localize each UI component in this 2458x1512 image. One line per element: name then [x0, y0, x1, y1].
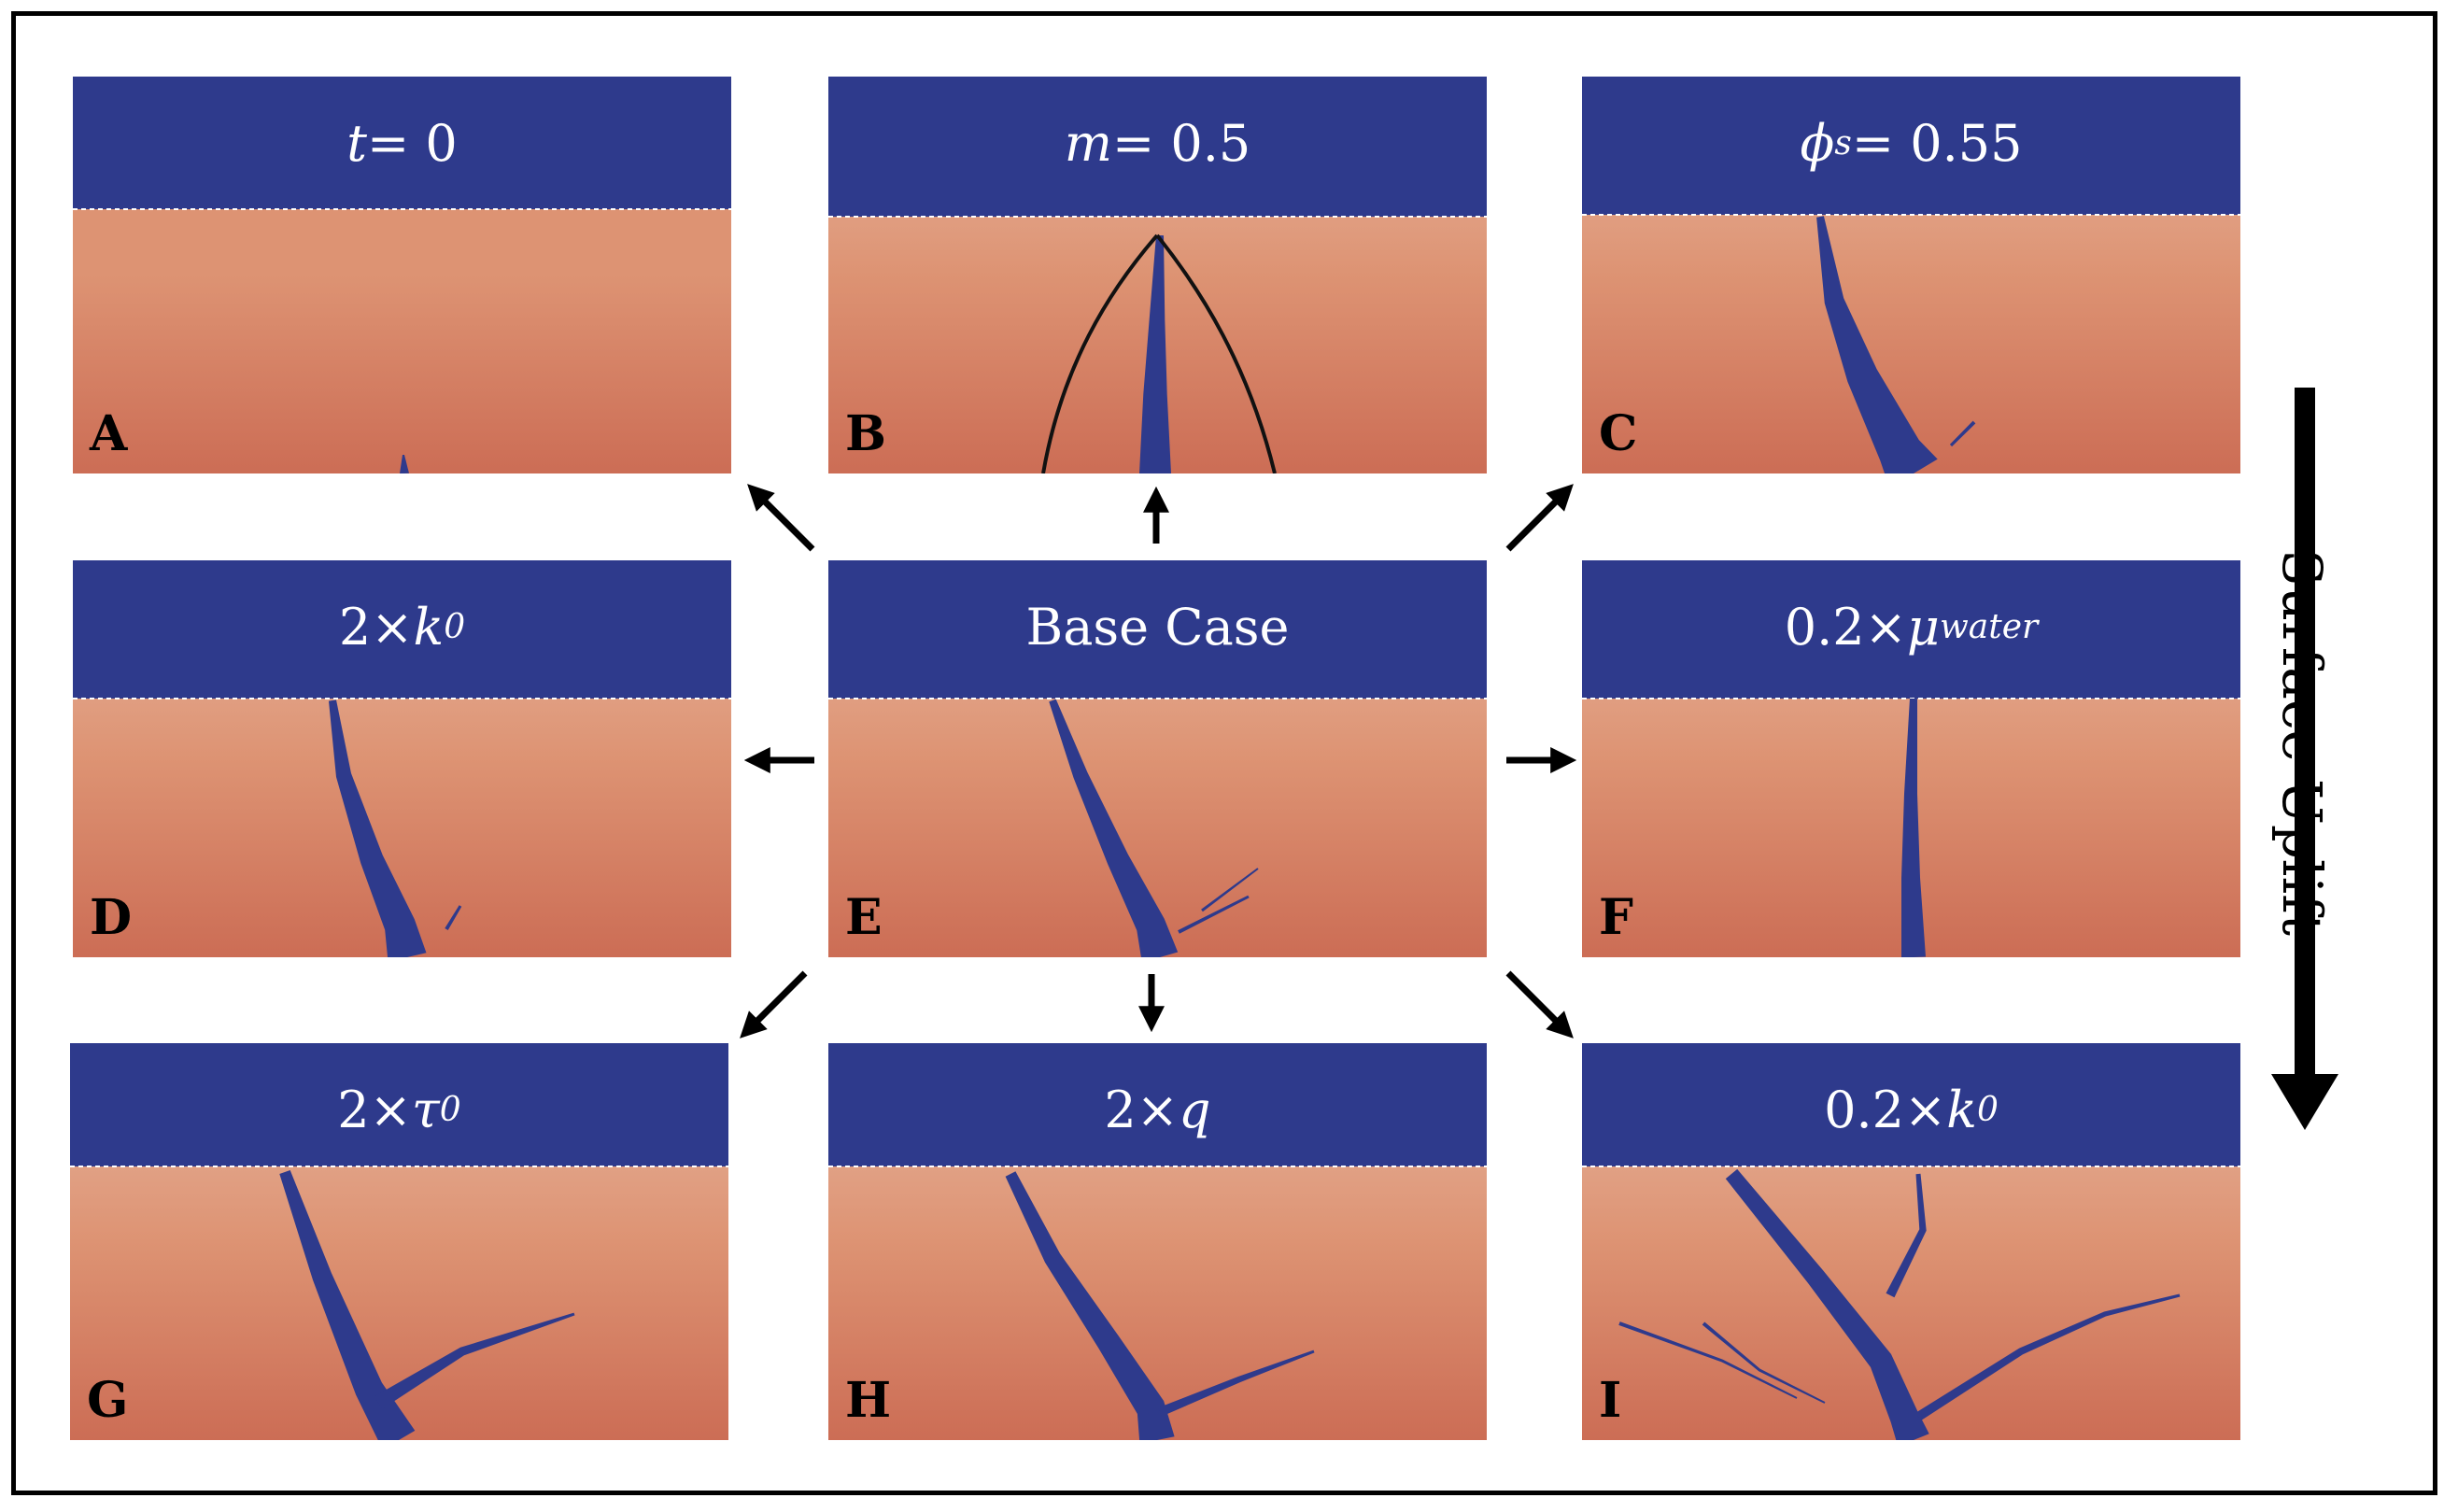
panel-f-image: [1582, 560, 2240, 957]
arrow-to-a: [747, 484, 815, 552]
panel-d-letter: D: [90, 889, 133, 946]
title-part: t: [346, 113, 367, 173]
title-part: Base Case: [1025, 597, 1290, 657]
fluid-layer: [828, 77, 1487, 217]
fluid-channel: [374, 1312, 575, 1409]
fluid-channel: [1816, 216, 1938, 473]
title-part: k: [1946, 1080, 1977, 1139]
panel-d: 2× k 0 D: [73, 560, 731, 957]
title-part: water: [1939, 607, 2039, 646]
fluid-branch: [445, 905, 462, 930]
panel-f-title: 0.2× μ water: [1582, 560, 2240, 693]
fluid-branch: [1949, 420, 1976, 447]
title-part: = 0: [366, 113, 458, 173]
fluid-layer: [828, 1043, 1487, 1166]
title-part: μ: [1906, 597, 1940, 657]
surface-uplift-arrow: [2271, 388, 2338, 1130]
title-part: s: [1834, 123, 1852, 163]
fluid-layer: [1582, 560, 2240, 699]
fluid-branch: [1201, 868, 1259, 912]
panel-a-title: t = 0: [73, 77, 731, 209]
fluid-layer: [73, 77, 731, 209]
fluid-channel: [1725, 1168, 1929, 1440]
title-part: 0: [1976, 1090, 1999, 1129]
fluid-channel: [1158, 1349, 1315, 1417]
fluid-channel: [1049, 699, 1179, 957]
title-part: 2×: [1104, 1080, 1180, 1139]
panel-a: t = 0 A: [73, 77, 731, 473]
fluid-layer: [70, 1043, 728, 1166]
panel-i-letter: I: [1599, 1372, 1622, 1429]
title-part: q: [1179, 1080, 1211, 1139]
panel-c-image: [1582, 77, 2240, 473]
panel-c-letter: C: [1599, 405, 1638, 462]
panel-b-image: [828, 77, 1487, 473]
panel-i-image: [1582, 1043, 2240, 1440]
front-line-right: [1155, 233, 1277, 473]
panel-e-title: Base Case: [828, 560, 1487, 693]
fluid-channel: [329, 699, 427, 957]
surface-uplift-label: Surface Uplift: [2270, 549, 2334, 936]
fluid-layer: [1582, 1043, 2240, 1166]
title-part: 0.2×: [1784, 597, 1907, 657]
arrow-to-i: [1505, 970, 1574, 1039]
front-line-left: [1041, 233, 1159, 473]
panel-g: 2× τ 0 G: [70, 1043, 728, 1440]
title-part: = 0.55: [1851, 113, 2023, 173]
panel-f-letter: F: [1599, 889, 1633, 946]
fluid-layer: [1582, 77, 2240, 215]
fluid-layer: [73, 560, 731, 699]
panel-g-letter: G: [87, 1372, 129, 1429]
panel-e-letter: E: [845, 889, 883, 946]
panel-e-image: [828, 560, 1487, 957]
title-part: ϕ: [1800, 113, 1835, 173]
fluid-channel: [400, 455, 409, 473]
panel-f: 0.2× μ water F: [1582, 560, 2240, 957]
arrow-to-g: [740, 970, 808, 1039]
fluid-channel: [279, 1170, 416, 1440]
title-part: 0: [444, 607, 466, 646]
panel-h-title: 2× q: [828, 1043, 1487, 1176]
title-part: 2×: [338, 597, 414, 657]
panel-g-image: [70, 1043, 728, 1440]
title-part: 0.2×: [1824, 1080, 1947, 1139]
fluid-branch: [1618, 1321, 1798, 1399]
panel-d-image: [73, 560, 731, 957]
panel-d-title: 2× k 0: [73, 560, 731, 693]
panel-e: Base Case E: [828, 560, 1487, 957]
panel-a-letter: A: [90, 405, 128, 462]
title-part: m: [1064, 113, 1112, 173]
panel-b-letter: B: [845, 405, 886, 462]
title-part: = 0.5: [1111, 113, 1251, 173]
panel-h-letter: H: [845, 1372, 892, 1429]
fluid-channel: [1901, 698, 1926, 957]
fluid-branch: [1178, 895, 1250, 934]
panel-h-image: [828, 1043, 1487, 1440]
fluid-channel: [1139, 234, 1171, 473]
panel-i-title: 0.2× k 0: [1582, 1043, 2240, 1176]
fluid-channel: [1005, 1171, 1175, 1440]
figure-frame: [11, 11, 2437, 1495]
panel-a-image: [73, 77, 731, 473]
panel-g-title: 2× τ 0: [70, 1043, 728, 1176]
title-part: 0: [439, 1090, 461, 1129]
panel-b: m = 0.5 B: [828, 77, 1487, 473]
panel-i: 0.2× k 0 I: [1582, 1043, 2240, 1440]
arrow-to-c: [1505, 484, 1574, 552]
fluid-layer: [828, 560, 1487, 699]
panel-h: 2× q H: [828, 1043, 1487, 1440]
title-part: k: [413, 597, 445, 657]
title-part: 2×: [337, 1080, 412, 1139]
title-part: τ: [411, 1080, 440, 1139]
fluid-branch: [1886, 1173, 1927, 1298]
panel-b-title: m = 0.5: [828, 77, 1487, 209]
